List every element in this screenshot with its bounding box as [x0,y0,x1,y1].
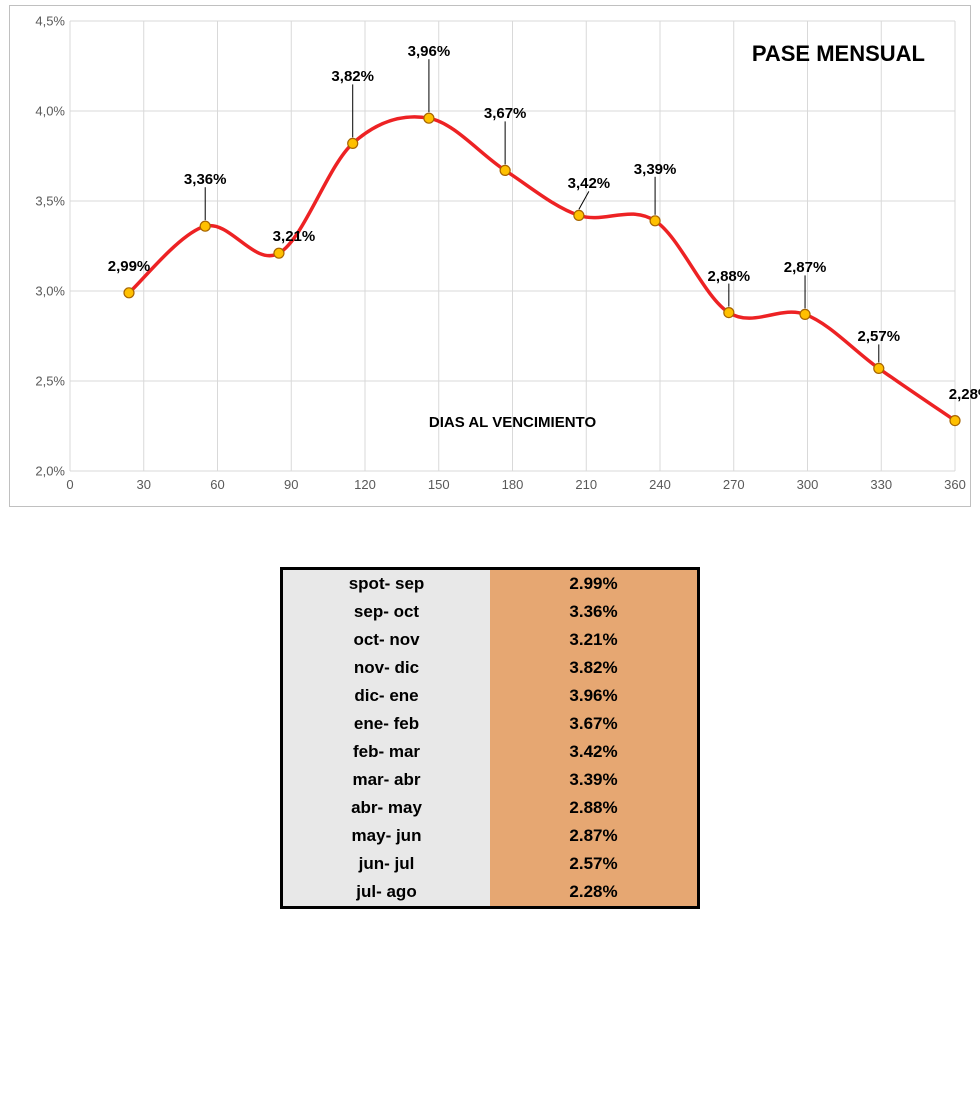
data-point-label: 2,99% [108,258,151,275]
row-label: mar- abr [282,766,491,794]
chart-title: PASE MENSUAL [752,41,925,67]
row-label: oct- nov [282,626,491,654]
data-table: spot- sep2.99%sep- oct3.36%oct- nov3.21%… [280,567,700,909]
data-point-label: 3,67% [484,105,527,122]
data-point-label: 2,28% [949,386,980,403]
x-tick-label: 330 [870,477,892,492]
row-value: 3.67% [490,710,699,738]
x-tick-label: 30 [137,477,151,492]
y-tick-label: 4,0% [15,104,65,119]
x-tick-label: 60 [210,477,224,492]
data-point-label: 3,36% [184,171,227,188]
row-value: 3.82% [490,654,699,682]
x-tick-label: 360 [944,477,966,492]
plot-area: PASE MENSUAL DIAS AL VENCIMIENTO 2,0%2,5… [70,21,955,471]
chart-svg [70,21,955,471]
x-tick-label: 0 [66,477,73,492]
table-row: may- jun2.87% [282,822,699,850]
line-chart: PASE MENSUAL DIAS AL VENCIMIENTO 2,0% 2,5… [9,5,971,507]
row-label: may- jun [282,822,491,850]
row-label: abr- may [282,794,491,822]
table-row: oct- nov3.21% [282,626,699,654]
data-point-label: 3,82% [331,68,374,85]
data-point-label: 2,88% [708,268,751,285]
row-value: 3.21% [490,626,699,654]
row-label: spot- sep [282,569,491,599]
data-point-label: 3,96% [408,43,451,60]
row-value: 2.99% [490,569,699,599]
row-label: sep- oct [282,598,491,626]
data-point-label: 3,42% [568,175,611,192]
y-tick-label: 2,5% [15,374,65,389]
table-row: dic- ene3.96% [282,682,699,710]
data-point-label: 2,87% [784,259,827,276]
x-tick-label: 240 [649,477,671,492]
row-value: 3.36% [490,598,699,626]
table-row: sep- oct3.36% [282,598,699,626]
row-label: nov- dic [282,654,491,682]
y-tick-label: 3,0% [15,284,65,299]
y-tick-label: 3,5% [15,194,65,209]
row-label: feb- mar [282,738,491,766]
table-row: jun- jul2.57% [282,850,699,878]
row-label: jun- jul [282,850,491,878]
row-value: 2.88% [490,794,699,822]
x-axis-label: DIAS AL VENCIMIENTO [429,414,596,431]
table-row: mar- abr3.39% [282,766,699,794]
y-tick-label: 4,5% [15,14,65,29]
y-tick-label: 2,0% [15,464,65,479]
row-label: dic- ene [282,682,491,710]
row-value: 3.96% [490,682,699,710]
data-point-label: 3,21% [273,228,316,245]
table-row: spot- sep2.99% [282,569,699,599]
table-row: ene- feb3.67% [282,710,699,738]
row-value: 2.87% [490,822,699,850]
x-tick-label: 150 [428,477,450,492]
row-label: jul- ago [282,878,491,908]
x-tick-label: 210 [575,477,597,492]
data-point-label: 3,39% [634,161,677,178]
row-value: 2.28% [490,878,699,908]
data-point-label: 2,57% [858,328,901,345]
table-row: abr- may2.88% [282,794,699,822]
x-tick-label: 270 [723,477,745,492]
x-tick-label: 120 [354,477,376,492]
table-row: jul- ago2.28% [282,878,699,908]
row-label: ene- feb [282,710,491,738]
x-tick-label: 180 [502,477,524,492]
row-value: 3.42% [490,738,699,766]
x-tick-label: 90 [284,477,298,492]
table-row: feb- mar3.42% [282,738,699,766]
table-row: nov- dic3.82% [282,654,699,682]
row-value: 3.39% [490,766,699,794]
x-tick-label: 300 [797,477,819,492]
row-value: 2.57% [490,850,699,878]
